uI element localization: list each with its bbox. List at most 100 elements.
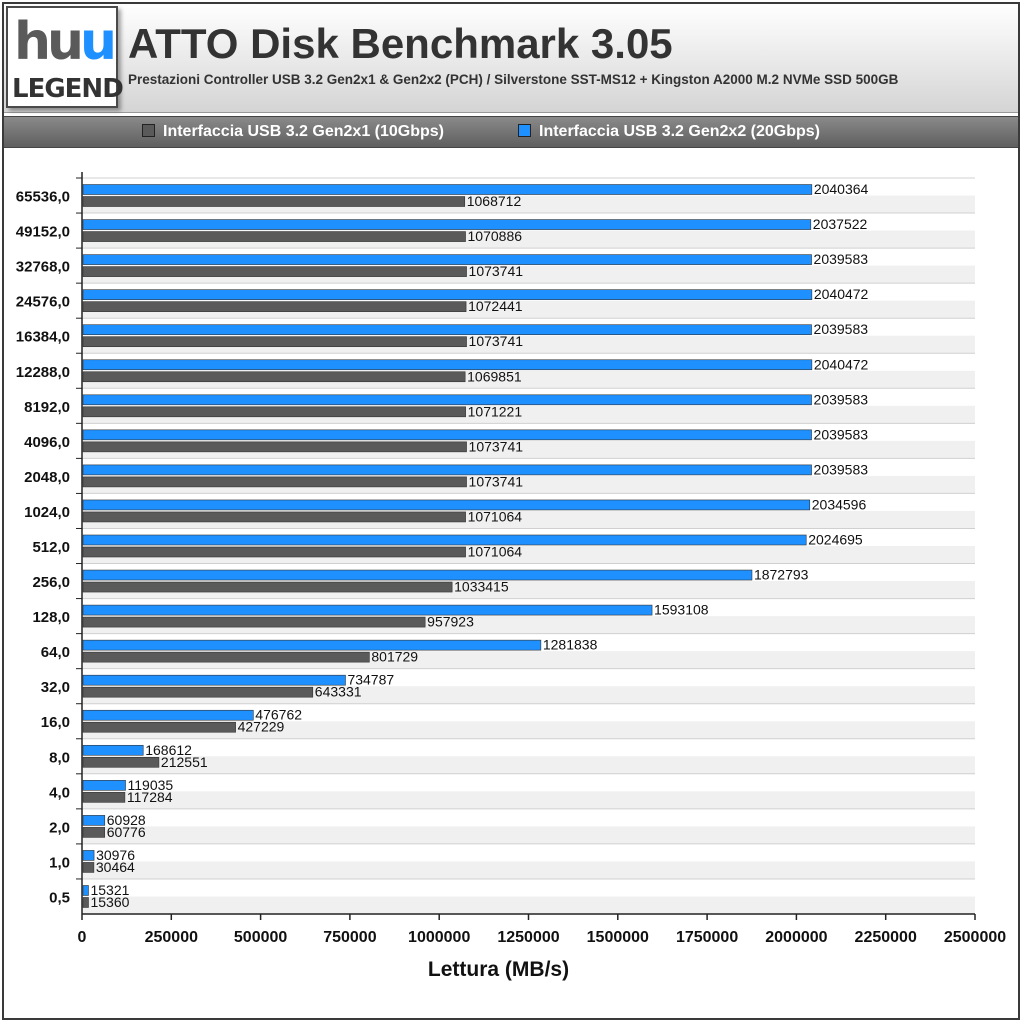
site-logo: huu LEGEND (6, 6, 124, 108)
data-label-gen2x2: 2039583 (814, 461, 869, 477)
bar-gen2x1 (82, 827, 106, 838)
data-label-gen2x2: 2040472 (814, 286, 869, 302)
logo-text-left: hu (14, 12, 84, 72)
bar-gen2x2 (82, 815, 106, 826)
logo-legend-text: LEGEND (12, 74, 124, 104)
y-category-label: 1024,0 (24, 504, 70, 521)
bar-gen2x2 (82, 674, 346, 686)
x-tick-label: 750000 (323, 929, 376, 946)
bar-gen2x2 (82, 604, 653, 616)
bar-gen2x1 (82, 651, 370, 663)
y-category-label: 128,0 (32, 609, 70, 626)
y-category-label: 4,0 (49, 784, 70, 801)
bar-gen2x2 (82, 324, 812, 336)
data-label-gen2x2: 30976 (96, 847, 135, 863)
data-label-gen2x2: 2039583 (814, 391, 869, 407)
data-label-gen2x2: 2039583 (814, 426, 869, 442)
header: huu LEGEND ATTO Disk Benchmark 3.05 Pres… (4, 4, 1018, 113)
data-label-gen2x1: 801729 (371, 649, 418, 665)
bar-gen2x1 (82, 266, 467, 277)
bar-gen2x1 (82, 581, 453, 593)
data-label-gen2x1: 1071064 (468, 544, 523, 560)
bar-gen2x1 (82, 406, 466, 418)
bar-gen2x2 (82, 499, 811, 511)
row-band (82, 896, 975, 914)
data-label-gen2x2: 1593108 (654, 602, 709, 618)
bar-gen2x1 (82, 196, 466, 207)
bar-gen2x1 (82, 721, 236, 733)
bar-gen2x1 (82, 301, 467, 312)
data-label-gen2x1: 1073741 (469, 333, 524, 349)
legend-bar: Interfaccia USB 3.2 Gen2x1 (10Gbps) Inte… (4, 116, 1018, 148)
bar-gen2x2 (82, 464, 812, 476)
bar-gen2x2 (82, 780, 126, 791)
bar-gen2x1 (82, 686, 314, 698)
y-category-label: 2,0 (49, 819, 70, 836)
bar-gen2x1 (82, 231, 466, 242)
data-label-gen2x1: 1073741 (469, 263, 524, 279)
y-category-label: 1,0 (49, 854, 70, 871)
legend-swatch-gen2x1 (142, 123, 155, 137)
data-label-gen2x1: 1072441 (468, 298, 523, 314)
data-label-gen2x2: 119035 (128, 777, 174, 793)
legend-label-gen2x2: Interfaccia USB 3.2 Gen2x2 (20Gbps) (539, 123, 820, 140)
bar-gen2x2 (82, 534, 807, 546)
bar-gen2x2 (82, 394, 812, 406)
x-tick-label: 1500000 (587, 929, 649, 946)
x-tick-label: 2500000 (944, 929, 1006, 946)
row-band (82, 791, 975, 809)
row-band (82, 861, 975, 879)
data-label-gen2x2: 476762 (255, 707, 302, 723)
y-category-label: 32768,0 (16, 259, 70, 276)
data-label-gen2x1: 1073741 (469, 438, 524, 454)
data-label-gen2x2: 60928 (107, 812, 146, 828)
data-label-gen2x1: 1068712 (467, 193, 522, 209)
data-label-gen2x2: 2024695 (808, 532, 863, 548)
x-tick-label: 500000 (234, 929, 287, 946)
data-label-gen2x1: 1071064 (468, 508, 523, 524)
data-label-gen2x1: 957923 (427, 614, 474, 630)
bar-gen2x1 (82, 371, 466, 383)
y-category-label: 0,5 (49, 889, 70, 906)
bar-gen2x1 (82, 476, 467, 488)
bar-gen2x2 (82, 639, 542, 651)
bar-gen2x1 (82, 546, 466, 558)
bar-gen2x2 (82, 850, 95, 861)
logo-mark: huu (14, 10, 117, 74)
data-label-gen2x2: 2037522 (813, 216, 868, 232)
chart-title: ATTO Disk Benchmark 3.05 (128, 20, 673, 67)
data-label-gen2x2: 15321 (90, 882, 129, 898)
x-tick-label: 250000 (145, 929, 198, 946)
chart-subtitle: Prestazioni Controller USB 3.2 Gen2x1 & … (128, 72, 899, 87)
data-label-gen2x2: 734787 (347, 672, 394, 688)
legend-item-gen2x2: Interfaccia USB 3.2 Gen2x2 (20Gbps) (518, 123, 820, 141)
legend-label-gen2x1: Interfaccia USB 3.2 Gen2x1 (10Gbps) (163, 123, 444, 140)
y-category-label: 4096,0 (24, 434, 70, 451)
data-label-gen2x1: 30464 (96, 859, 135, 875)
legend-item-gen2x1: Interfaccia USB 3.2 Gen2x1 (10Gbps) (142, 123, 444, 141)
legend-swatch-gen2x2 (518, 123, 531, 137)
x-tick-label: 2000000 (765, 929, 827, 946)
data-label-gen2x1: 1073741 (469, 473, 524, 489)
data-label-gen2x1: 15360 (90, 894, 129, 910)
data-label-gen2x1: 1070886 (468, 228, 523, 244)
y-category-label: 16384,0 (16, 329, 70, 346)
data-label-gen2x2: 2039583 (814, 251, 869, 267)
x-axis-title: Lettura (MB/s) (428, 958, 569, 981)
data-label-gen2x2: 1872793 (754, 567, 809, 583)
row-band (82, 756, 975, 774)
y-category-label: 32,0 (41, 679, 70, 696)
data-label-gen2x2: 168612 (145, 742, 192, 758)
bar-chart: 0 250000 500000 750000 1000000 1250000 1500000… (16, 172, 1006, 981)
y-category-label: 256,0 (32, 574, 70, 591)
data-label-gen2x1: 117284 (127, 789, 173, 805)
data-label-gen2x1: 1033415 (454, 579, 509, 595)
bar-gen2x2 (82, 744, 144, 756)
x-tick-label: 1750000 (676, 929, 738, 946)
data-label-gen2x1: 1069851 (467, 368, 522, 384)
x-tick-label: 0 (78, 929, 87, 946)
bar-gen2x1 (82, 616, 426, 628)
bar-gen2x2 (82, 254, 812, 265)
data-label-gen2x1: 60776 (107, 824, 146, 840)
